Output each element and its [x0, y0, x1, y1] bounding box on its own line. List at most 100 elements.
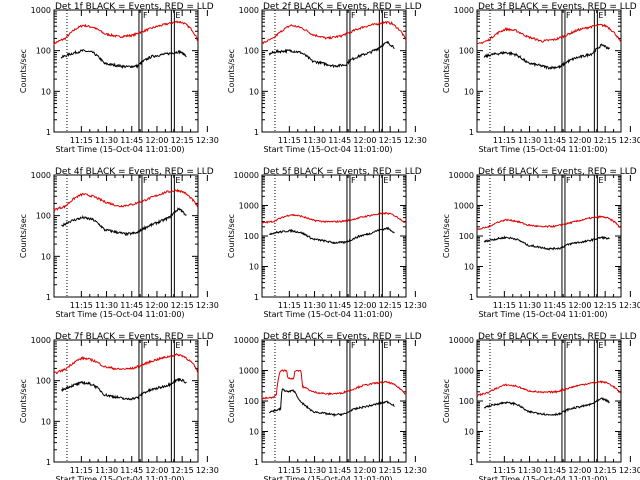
y-tick-label: 1 — [46, 293, 51, 302]
y-tick-label: 1 — [46, 128, 51, 137]
panel-3: Det 3f BLACK = Events, RED = LLD 1 10 100 10… — [442, 2, 640, 154]
y-tick-label: 10 — [41, 252, 51, 261]
plot-frame — [476, 339, 622, 463]
black-events-series — [268, 226, 395, 245]
plot-frame — [476, 174, 622, 298]
red-lld-series — [476, 23, 622, 45]
x-tick-label: 12:30 — [619, 301, 640, 310]
x-tick-label: 12:30 — [404, 466, 427, 475]
x-tick-label: 12:00 — [353, 136, 376, 145]
y-tick-label: 1 — [469, 128, 474, 137]
x-tick-label: 12:30 — [404, 136, 427, 145]
e-marker-label: E — [175, 341, 180, 350]
panel-1: Det 1f BLACK = Events, RED = LLD 1 10 100 10… — [19, 2, 219, 154]
plot-frame — [261, 174, 407, 298]
f-marker-label: F — [351, 11, 356, 20]
y-tick-label: 100 — [244, 232, 259, 241]
y-tick-label: 1000 — [239, 6, 259, 15]
panel-title: Det 5f BLACK = Events, RED = LLD — [263, 167, 422, 177]
x-tick-label: 11:45 — [543, 136, 566, 145]
plot-frame — [476, 9, 622, 133]
panel-title: Det 1f BLACK = Events, RED = LLD — [55, 2, 214, 12]
y-tick-label: 1000 — [239, 202, 259, 211]
y-tick-label: 100 — [36, 47, 51, 56]
black-events-series — [268, 40, 395, 69]
plot-frame — [261, 339, 407, 463]
red-lld-series — [53, 188, 199, 212]
y-tick-label: 1000 — [454, 202, 474, 211]
panel-title: Det 2f BLACK = Events, RED = LLD — [263, 2, 422, 12]
x-axis-label: Start Time (15-Oct-04 11:01:00) — [478, 145, 607, 154]
x-tick-label: 12:00 — [353, 301, 376, 310]
y-tick-label: 1 — [469, 293, 474, 302]
x-tick-label: 12:30 — [619, 136, 640, 145]
e-marker-label: E — [383, 11, 388, 20]
panel-title: Det 7f BLACK = Events, RED = LLD — [55, 332, 214, 342]
panel-9: Det 9f BLACK = Events, RED = LLD 1 10 100 10… — [442, 332, 640, 480]
y-tick-label: 10 — [41, 87, 51, 96]
x-tick-label: 12:30 — [619, 466, 640, 475]
y-tick-label: 1000 — [31, 6, 51, 15]
panel-6: Det 6f BLACK = Events, RED = LLD 1 10 100 10… — [442, 167, 640, 319]
x-tick-label: 12:30 — [196, 301, 219, 310]
x-tick-label: 11:30 — [303, 466, 326, 475]
f-marker-label: F — [566, 176, 571, 185]
y-tick-label: 1 — [469, 458, 474, 467]
y-tick-label: 10 — [464, 263, 474, 272]
y-tick-label: 100 — [244, 47, 259, 56]
panel-4: Det 4f BLACK = Events, RED = LLD 1 10 100 10… — [19, 167, 219, 319]
panel-7: Det 7f BLACK = Events, RED = LLD 1 10 100 10… — [19, 332, 219, 480]
y-axis-label: Counts/sec — [19, 49, 28, 93]
y-tick-label: 10000 — [234, 171, 259, 180]
y-tick-label: 10 — [249, 87, 259, 96]
y-axis-label: Counts/sec — [19, 379, 28, 423]
y-tick-label: 1000 — [31, 171, 51, 180]
x-tick-label: 12:00 — [145, 136, 168, 145]
panel-title: Det 3f BLACK = Events, RED = LLD — [478, 2, 637, 12]
red-lld-series — [476, 215, 622, 231]
f-marker-label: F — [143, 341, 148, 350]
f-marker-label: F — [566, 341, 571, 350]
y-tick-label: 10000 — [449, 336, 474, 345]
y-axis-label: Counts/sec — [227, 49, 236, 93]
plot-frame — [53, 339, 199, 463]
e-marker-label: E — [598, 11, 603, 20]
panel-5: Det 5f BLACK = Events, RED = LLD 1 10 100 10… — [227, 167, 427, 319]
x-tick-label: 12:15 — [379, 301, 402, 310]
x-tick-label: 11:45 — [120, 136, 143, 145]
y-axis-label: Counts/sec — [442, 49, 451, 93]
x-tick-label: 12:30 — [196, 136, 219, 145]
f-marker-label: F — [143, 176, 148, 185]
x-tick-label: 12:15 — [171, 136, 194, 145]
x-axis-label: Start Time (15-Oct-04 11:01:00) — [55, 145, 184, 154]
y-tick-label: 100 — [459, 47, 474, 56]
y-axis-label: Counts/sec — [19, 214, 28, 258]
x-tick-label: 11:15 — [70, 466, 93, 475]
black-events-series — [269, 388, 395, 418]
x-tick-label: 12:15 — [594, 301, 617, 310]
f-marker-label: F — [351, 341, 356, 350]
x-tick-label: 11:45 — [543, 466, 566, 475]
x-tick-label: 12:30 — [404, 301, 427, 310]
y-tick-label: 10000 — [449, 171, 474, 180]
e-marker-label: E — [383, 176, 388, 185]
x-tick-label: 12:00 — [353, 466, 376, 475]
x-axis-label: Start Time (15-Oct-04 11:01:00) — [263, 310, 392, 319]
plot-frame — [53, 9, 199, 133]
y-axis-label: Counts/sec — [442, 214, 451, 258]
y-tick-label: 1 — [254, 458, 259, 467]
x-tick-label: 12:15 — [171, 466, 194, 475]
y-tick-label: 100 — [36, 212, 51, 221]
x-tick-label: 11:15 — [278, 136, 301, 145]
x-axis-label: Start Time (15-Oct-04 11:01:00) — [55, 310, 184, 319]
x-tick-label: 11:30 — [95, 136, 118, 145]
y-axis-label: Counts/sec — [227, 379, 236, 423]
y-tick-label: 100 — [459, 397, 474, 406]
e-marker-label: E — [598, 176, 603, 185]
e-marker-label: E — [175, 176, 180, 185]
panel-title: Det 9f BLACK = Events, RED = LLD — [478, 332, 637, 342]
panel-title: Det 4f BLACK = Events, RED = LLD — [55, 167, 214, 177]
x-tick-label: 11:45 — [328, 466, 351, 475]
x-tick-label: 11:15 — [278, 301, 301, 310]
